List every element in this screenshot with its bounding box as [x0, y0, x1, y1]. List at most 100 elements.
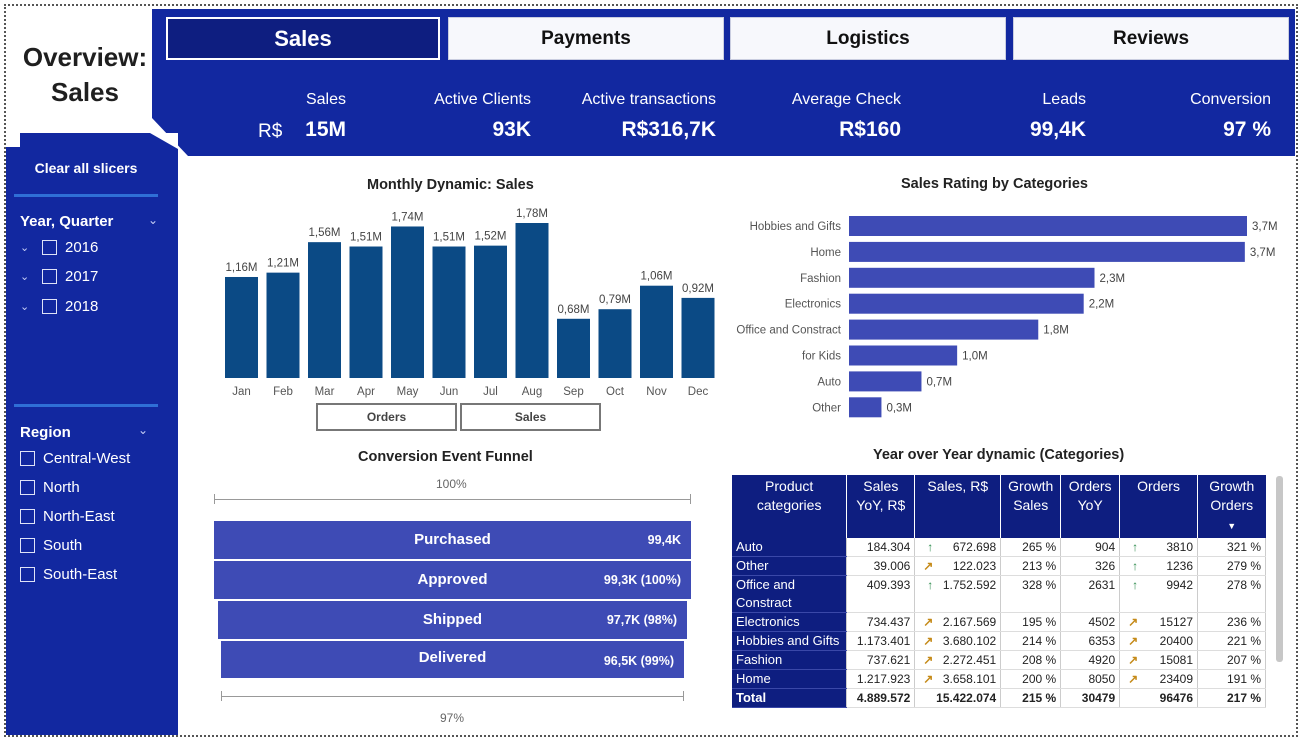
funnel-stage-shipped[interactable]: Shipped 97,7K (98%)	[218, 601, 687, 639]
table-row[interactable]: Electronics 734.437 ↗ 2.167.569 195 % 4502 ↗ 15…	[732, 612, 1266, 632]
table-row[interactable]: Home 1.217.923 ↗ 3.658.101 200 % 8050 ↗ 23409 19…	[732, 669, 1266, 689]
monthly-bar-jul[interactable]	[474, 245, 507, 378]
checkbox[interactable]	[42, 269, 57, 284]
monthly-sales-chart: 1,16M Jan 1,21M Feb 1,56M Mar 1,51M Apr 1,74M May…	[225, 208, 715, 398]
region-item-south[interactable]: South	[20, 537, 82, 554]
monthly-bar-mar[interactable]	[308, 242, 341, 378]
monthly-bar-may[interactable]	[391, 226, 424, 378]
chevron-down-icon[interactable]: ⌄	[138, 423, 149, 437]
col-header-categories[interactable]: Product categories	[732, 475, 848, 538]
monthly-bar-aug[interactable]	[515, 223, 549, 378]
sales-toggle-button[interactable]: Sales	[460, 403, 601, 431]
tab-sales[interactable]: Sales	[166, 17, 440, 60]
table-row[interactable]: Auto 184.304 ↑ 672.698 265 % 904 ↑ 3810 321 %	[732, 538, 1266, 557]
cell-sales-yoy: 734.437	[846, 612, 916, 632]
region-item-south-east[interactable]: South-East	[20, 566, 117, 583]
category-bar[interactable]	[849, 216, 1247, 236]
monthly-data-label: 1,51M	[433, 232, 465, 244]
cell-sales: ↗ 3.680.102	[914, 631, 1002, 651]
checkbox[interactable]	[42, 240, 57, 255]
table-row[interactable]: Fashion 737.621 ↗ 2.272.451 208 % 4920 ↗ 15081 2…	[732, 650, 1266, 670]
col-header-growth-orders[interactable]: Growth Orders ▼	[1197, 475, 1266, 538]
category-tick-label: Other	[812, 402, 841, 414]
tab-payments[interactable]: Payments	[448, 17, 724, 60]
cell-value: 672.698	[952, 540, 997, 554]
kpi-active-transactions-value: R$316,7K	[621, 118, 716, 141]
year-slicer-title: Year, Quarter	[20, 213, 114, 230]
expand-chevron-icon[interactable]: ⌄	[20, 301, 30, 313]
kpi-conversion-value: 97 %	[1223, 118, 1271, 141]
cell-orders-yoy: 8050	[1060, 669, 1121, 689]
region-item-north-east[interactable]: North-East	[20, 508, 115, 525]
monthly-bar-apr[interactable]	[349, 246, 383, 378]
region-item-central-west[interactable]: Central-West	[20, 450, 130, 467]
yoy-table: Product categories Sales YoY, R$ Sales, …	[732, 475, 1266, 708]
year-slicer-item-2018[interactable]: ⌄ 2018	[20, 298, 98, 315]
chevron-down-icon[interactable]: ⌄	[148, 213, 159, 227]
col-header-orders[interactable]: Orders	[1119, 475, 1199, 538]
category-bar[interactable]	[849, 345, 958, 366]
cell-orders: ↑ 1236	[1119, 556, 1199, 576]
monthly-bar-oct[interactable]	[598, 309, 632, 378]
funnel-stage-purchased[interactable]: Purchased 99,4K	[214, 521, 691, 559]
monthly-data-label: 1,52M	[475, 231, 507, 243]
arrow-up-right-icon: ↗	[1128, 672, 1139, 686]
category-bar[interactable]	[849, 397, 882, 418]
checkbox[interactable]	[20, 567, 35, 582]
expand-chevron-icon[interactable]: ⌄	[20, 271, 30, 283]
cell-sales-yoy: 4.889.572	[846, 688, 916, 708]
orders-toggle-button[interactable]: Orders	[316, 403, 457, 431]
arrow-up-icon: ↑	[1132, 559, 1139, 573]
year-slicer-item-2016[interactable]: ⌄ 2016	[20, 239, 98, 256]
checkbox[interactable]	[20, 451, 35, 466]
checkbox[interactable]	[20, 480, 35, 495]
arrow-up-right-icon: ↗	[923, 615, 934, 629]
monthly-bar-dec[interactable]	[681, 297, 715, 378]
category-bar[interactable]	[849, 241, 1245, 262]
monthly-bar-jan[interactable]	[225, 276, 258, 378]
col-header-growth-sales[interactable]: Growth Sales	[1000, 475, 1062, 538]
table-row[interactable]: Hobbies and Gifts 1.173.401 ↗ 3.680.102 214 …	[732, 631, 1266, 651]
col-header-orders-yoy[interactable]: Orders YoY	[1060, 475, 1121, 538]
cell-sales-yoy: 39.006	[846, 556, 916, 576]
arrow-up-right-icon: ↗	[1128, 634, 1139, 648]
monthly-bar-nov[interactable]	[640, 285, 673, 378]
page-title-line1: Overview:	[22, 42, 148, 72]
expand-chevron-icon[interactable]: ⌄	[20, 242, 30, 254]
category-bar[interactable]	[849, 267, 1095, 288]
category-tick-label: Home	[810, 247, 841, 259]
checkbox[interactable]	[42, 299, 57, 314]
tab-logistics[interactable]: Logistics	[730, 17, 1006, 60]
col-header-sales[interactable]: Sales, R$	[914, 475, 1002, 538]
table-total-row: Total 4.889.572 15.422.074 215 % 30479 96476 2…	[732, 688, 1266, 708]
year-label: 2017	[65, 268, 99, 285]
monthly-bar-feb[interactable]	[266, 272, 300, 378]
region-item-north[interactable]: North	[20, 479, 80, 496]
arrow-up-icon: ↑	[927, 578, 934, 592]
checkbox[interactable]	[20, 509, 35, 524]
monthly-bar-jun[interactable]	[432, 246, 466, 378]
cell-growth-orders: 191 %	[1197, 669, 1266, 689]
monthly-tick-label: Mar	[315, 386, 335, 398]
checkbox[interactable]	[20, 538, 35, 553]
category-bar[interactable]	[849, 293, 1084, 314]
category-bar[interactable]	[849, 319, 1039, 340]
cell-growth-sales: 214 %	[1000, 631, 1062, 651]
col-header-sales-yoy[interactable]: Sales YoY, R$	[846, 475, 916, 538]
funnel-stage-approved[interactable]: Approved 99,3K (100%)	[214, 561, 691, 599]
cell-orders-yoy: 2631	[1060, 575, 1121, 613]
category-bar[interactable]	[849, 371, 922, 392]
row-category: Home	[732, 669, 848, 689]
funnel-stage-label: Shipped	[422, 611, 483, 628]
funnel-stage-delivered[interactable]: Delivered 96,5K (99%)	[221, 641, 684, 678]
cell-value: 3810	[1166, 540, 1194, 554]
tab-reviews[interactable]: Reviews	[1013, 17, 1289, 60]
table-row[interactable]: Office and Constract 409.393 ↑ 1.752.592 328…	[732, 575, 1266, 613]
table-row[interactable]: Other 39.006 ↗ 122.023 213 % 326 ↑ 1236 279 %	[732, 556, 1266, 576]
monthly-bar-sep[interactable]	[557, 318, 590, 378]
clear-slicers-button[interactable]: Clear all slicers	[34, 160, 138, 176]
monthly-tick-label: Feb	[273, 386, 293, 398]
year-slicer-item-2017[interactable]: ⌄ 2017	[20, 268, 98, 285]
cell-sales: ↗ 2.167.569	[914, 612, 1002, 632]
table-scrollbar[interactable]	[1276, 476, 1283, 662]
